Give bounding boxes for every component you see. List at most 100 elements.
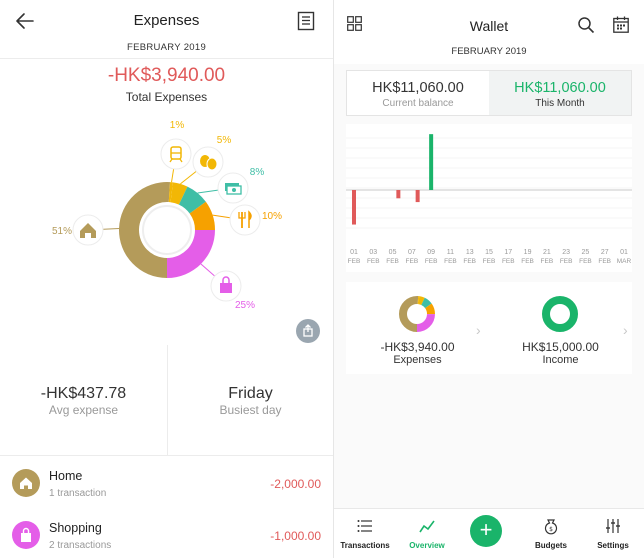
category-row-shopping[interactable]: Shopping 2 transactions -1,000.00 xyxy=(0,514,333,558)
share-icon xyxy=(303,324,313,337)
x-tick-day: 03 xyxy=(369,249,377,256)
share-button[interactable] xyxy=(296,319,320,343)
x-tick-day: 25 xyxy=(582,249,590,256)
x-tick-day: 23 xyxy=(562,249,570,256)
back-arrow-icon[interactable] xyxy=(14,10,36,32)
house-icon xyxy=(80,223,96,238)
train-icon xyxy=(169,146,183,163)
cashflow-chart-card: 01 FEB 03 FEB 05 FEB 07 FEB 09 FEB 11 FEB 13 FEB 15 FEB… xyxy=(346,124,632,272)
calendar-icon[interactable] xyxy=(613,16,629,33)
shopping-bag-icon xyxy=(220,276,232,293)
total-expenses-amount: -HK$3,940.00 xyxy=(107,65,226,86)
category-bubble[interactable] xyxy=(160,138,192,170)
search-icon[interactable] xyxy=(577,16,595,34)
bar[interactable] xyxy=(396,190,401,199)
expenses-screen: Expenses FEBRUARY 2019 -HK$3,940.00 Tota… xyxy=(0,0,333,558)
x-tick-day: 27 xyxy=(601,249,609,256)
grid-icon[interactable] xyxy=(347,16,362,31)
x-tick-day: 17 xyxy=(504,249,512,256)
page-title: Wallet xyxy=(469,18,509,34)
income-ring xyxy=(542,296,578,332)
avg-expense-label: Avg expense xyxy=(48,403,119,417)
expenses-summary[interactable]: -HK$3,940.00 Expenses › xyxy=(346,282,489,374)
x-tick-month: FEB xyxy=(598,258,611,265)
x-tick-day: 09 xyxy=(427,249,435,256)
x-tick-month: MAR xyxy=(617,258,632,265)
house-icon xyxy=(12,469,40,497)
x-tick-day: 11 xyxy=(447,249,454,256)
x-tick-day: 05 xyxy=(389,249,397,256)
summary-card: -HK$3,940.00 Expenses › HK$15,000.00 Inc… xyxy=(346,282,632,374)
donut-inner-ring xyxy=(142,205,192,255)
x-tick-month: FEB xyxy=(521,258,534,265)
x-tick-day: 01 xyxy=(620,249,628,256)
this-month-tab[interactable]: HK$11,060.00 This Month xyxy=(489,71,631,115)
category-row-home[interactable]: Home 1 transaction -2,000.00 xyxy=(0,462,333,512)
donut-slice[interactable] xyxy=(119,182,171,278)
income-summary[interactable]: HK$15,000.00 Income › xyxy=(489,282,632,374)
svg-text:$: $ xyxy=(549,526,553,533)
nav-label: Settings xyxy=(597,541,629,550)
trend-line-icon xyxy=(419,520,435,533)
slice-percent-label: 8% xyxy=(250,167,265,178)
bar[interactable] xyxy=(415,190,420,203)
nav-settings[interactable]: Settings xyxy=(582,509,644,558)
sliders-icon xyxy=(606,519,620,533)
bar[interactable] xyxy=(429,134,434,190)
donut-slice[interactable] xyxy=(167,230,215,278)
expenses-summary-value: -HK$3,940.00 xyxy=(380,340,455,354)
x-tick-month: FEB xyxy=(386,258,399,265)
category-transactions: 2 transactions xyxy=(49,540,112,551)
x-tick-month: FEB xyxy=(560,258,573,265)
busiest-day-value: Friday xyxy=(228,385,273,402)
stats-panel: -HK$437.78 Avg expense Friday Busiest da… xyxy=(0,345,333,455)
divider xyxy=(0,455,333,456)
expenses-mini-donut xyxy=(399,296,435,332)
total-expenses-label: Total Expenses xyxy=(125,90,208,104)
slice-percent-label: 10% xyxy=(262,211,282,222)
money-bag-icon: $ xyxy=(544,519,558,535)
current-balance-tab[interactable]: HK$11,060.00 Current balance xyxy=(347,71,489,115)
month-label: FEBRUARY 2019 xyxy=(126,42,207,53)
x-tick-day: 21 xyxy=(543,249,551,256)
expenses-donut-chart[interactable]: 51% 1% 5% 8% 10% 25% xyxy=(40,112,320,312)
screen-divider xyxy=(333,0,334,558)
bottom-nav: Transactions Overview + $ Budgets Settin… xyxy=(334,508,644,558)
nav-label: Transactions xyxy=(340,541,390,550)
this-month-value: HK$11,060.00 xyxy=(514,80,606,96)
expenses-header: Expenses xyxy=(0,0,333,40)
divider xyxy=(167,345,168,455)
divider xyxy=(0,58,333,59)
category-bubble[interactable] xyxy=(229,204,261,236)
donut-slice[interactable] xyxy=(178,186,206,214)
donut-slice[interactable] xyxy=(168,182,174,203)
slice-percent-label: 51% xyxy=(52,226,72,237)
category-transactions: 1 transaction xyxy=(49,488,107,499)
donut-slice[interactable] xyxy=(189,201,215,230)
bar[interactable] xyxy=(352,190,356,225)
x-tick-day: 07 xyxy=(408,249,416,256)
x-tick-day: 01 xyxy=(350,249,358,256)
money-stack-icon xyxy=(225,183,242,195)
x-tick-month: FEB xyxy=(444,258,457,265)
nav-budgets[interactable]: $ Budgets xyxy=(520,509,582,558)
nav-label: Budgets xyxy=(535,541,567,550)
nav-label: Overview xyxy=(409,541,445,550)
donut-slice[interactable] xyxy=(170,182,188,205)
category-name: Shopping xyxy=(49,521,102,535)
list-icon xyxy=(357,520,372,532)
nav-transactions[interactable]: Transactions xyxy=(334,509,396,558)
income-summary-value: HK$15,000.00 xyxy=(522,340,599,354)
nav-overview[interactable]: Overview xyxy=(396,509,458,558)
mini-donut-slice xyxy=(399,296,435,332)
x-tick-month: FEB xyxy=(367,258,380,265)
x-tick-day: 13 xyxy=(466,249,474,256)
chevron-right-icon: › xyxy=(623,322,628,338)
cashflow-bar-chart[interactable]: 01 FEB 03 FEB 05 FEB 07 FEB 09 FEB 11 FEB 13 FEB 15 FEB… xyxy=(346,124,632,272)
x-tick-month: FEB xyxy=(425,258,438,265)
add-transaction-button[interactable]: + xyxy=(470,515,502,547)
x-tick-month: FEB xyxy=(483,258,496,265)
x-tick-month: FEB xyxy=(463,258,476,265)
document-icon[interactable] xyxy=(297,11,315,31)
x-tick-month: FEB xyxy=(348,258,361,265)
